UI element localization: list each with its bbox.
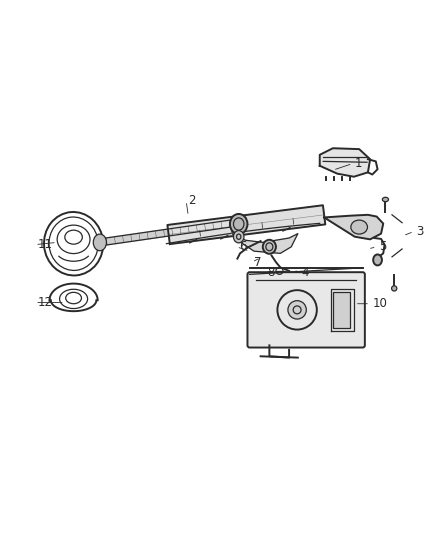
Polygon shape <box>320 148 370 177</box>
Ellipse shape <box>263 240 276 254</box>
Text: 11: 11 <box>37 238 52 251</box>
Text: 12: 12 <box>37 296 52 309</box>
Ellipse shape <box>382 197 389 201</box>
Ellipse shape <box>93 234 106 251</box>
Ellipse shape <box>373 254 382 265</box>
Text: 2: 2 <box>188 195 196 207</box>
Polygon shape <box>324 215 383 239</box>
Text: 10: 10 <box>372 297 387 310</box>
Text: 5: 5 <box>379 240 386 253</box>
Ellipse shape <box>392 286 397 291</box>
Text: 8: 8 <box>267 265 275 279</box>
Ellipse shape <box>351 220 367 234</box>
Text: 7: 7 <box>254 256 261 269</box>
Ellipse shape <box>288 301 306 319</box>
Polygon shape <box>99 219 237 246</box>
Bar <box>333 292 350 328</box>
Ellipse shape <box>233 231 244 243</box>
Ellipse shape <box>230 214 247 234</box>
Text: 4: 4 <box>301 265 309 279</box>
Polygon shape <box>232 227 298 253</box>
Text: 3: 3 <box>416 225 424 238</box>
Text: 6: 6 <box>239 240 246 253</box>
Polygon shape <box>167 205 325 244</box>
FancyBboxPatch shape <box>247 272 365 348</box>
Text: 1: 1 <box>355 157 362 170</box>
